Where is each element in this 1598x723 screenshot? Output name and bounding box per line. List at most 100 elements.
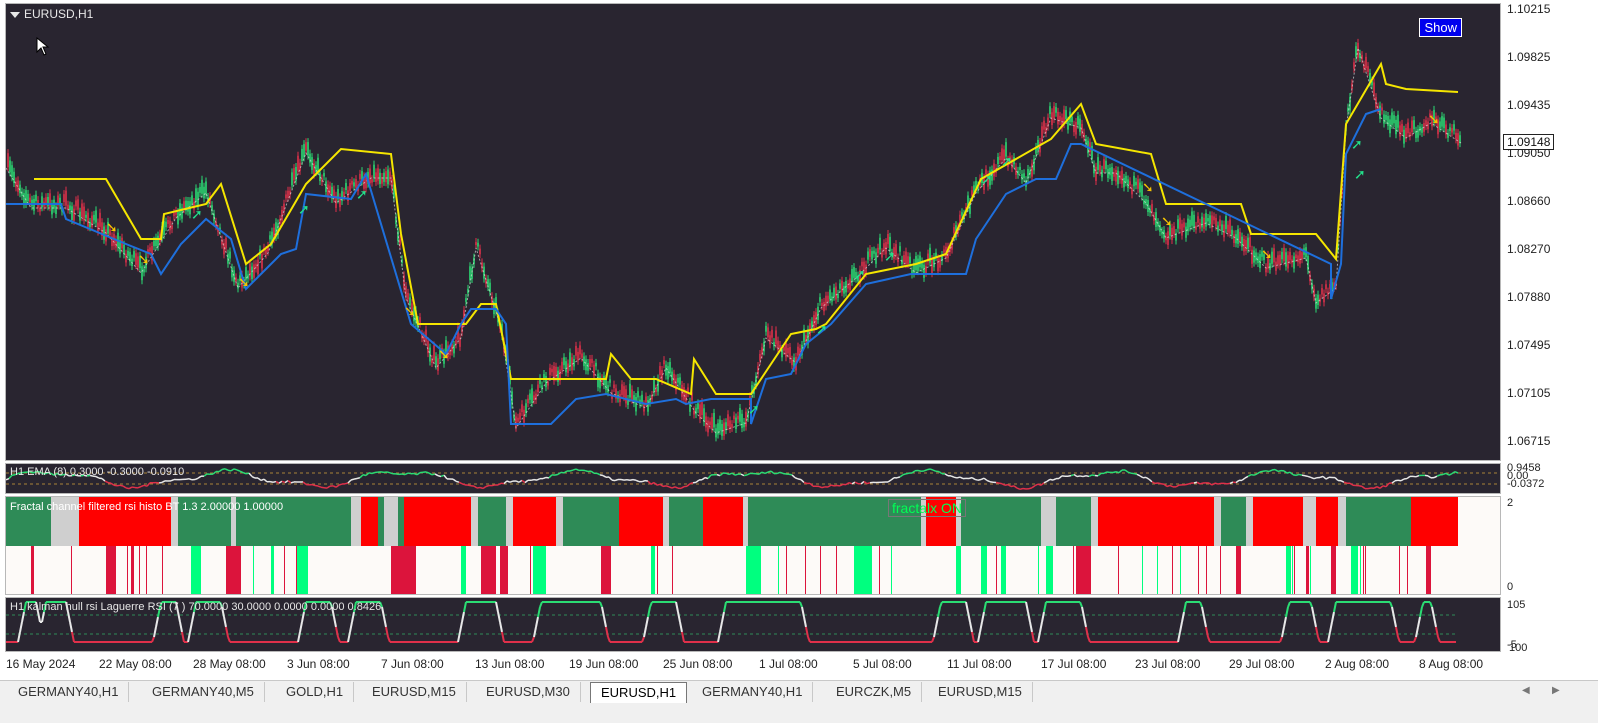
candle-body bbox=[839, 283, 841, 289]
tab-eurusd-h1[interactable]: EURUSD,H1 bbox=[590, 682, 688, 703]
fractal-histo-bar bbox=[743, 497, 748, 546]
ema-segment bbox=[482, 485, 487, 490]
laguerre-segment bbox=[1085, 626, 1089, 638]
candle-body bbox=[461, 323, 463, 333]
symbol-label[interactable]: EURUSD,H1 bbox=[10, 7, 93, 21]
price-label: 1.06715 bbox=[1507, 434, 1551, 448]
tab-germany40-h1-2[interactable]: GERMANY40,H1 bbox=[692, 682, 814, 702]
candle-body bbox=[385, 171, 387, 183]
ema-scale-label: 0.9458 bbox=[1507, 462, 1541, 474]
laguerre-segment bbox=[1333, 601, 1337, 613]
ema-segment bbox=[1385, 482, 1390, 488]
collapse-triangle-icon[interactable] bbox=[10, 11, 20, 18]
scroll-tabs-right-icon[interactable]: ▶ bbox=[1552, 685, 1560, 696]
tab-gold-h1[interactable]: GOLD,H1 bbox=[276, 682, 355, 702]
fractal-signal-bar bbox=[956, 546, 961, 594]
fractal-histo-bar bbox=[231, 497, 236, 546]
candle-body bbox=[1457, 133, 1459, 146]
ema-segment bbox=[281, 480, 286, 484]
ema-segment bbox=[86, 474, 91, 477]
candle-body bbox=[1179, 217, 1181, 230]
price-pane[interactable]: ➚ ➚ ➚ ➚ ➚ ➚ ➚ ➚ ➚ ➚ ➚ ➘ ➘ ➘ ➘ ➘ ➘ ➘ ➘ ➘ EURUSD,H1 Show bbox=[5, 3, 1501, 461]
candle-body bbox=[609, 379, 611, 383]
candle-body bbox=[41, 196, 43, 208]
candle-body bbox=[1049, 106, 1051, 115]
candle-body bbox=[871, 251, 873, 260]
ema-segment bbox=[905, 472, 910, 475]
tab-eurusd-m15[interactable]: EURUSD,M15 bbox=[362, 682, 467, 702]
candle-body bbox=[321, 178, 323, 183]
fractal-scale-label: 0 bbox=[1507, 581, 1514, 593]
candle-body bbox=[1391, 112, 1393, 125]
show-button[interactable]: Show bbox=[1419, 18, 1462, 37]
ema-segment bbox=[1076, 475, 1081, 478]
fractal-signal-tick bbox=[71, 546, 72, 594]
ema-indicator-pane[interactable]: H1 EMA (8) 0.3000 -0.3000 -0.0910 bbox=[5, 463, 1501, 494]
time-label: 29 Jul 08:00 bbox=[1229, 657, 1295, 671]
fractal-signal-tick bbox=[253, 546, 254, 594]
fractal-histo-bar bbox=[748, 497, 921, 546]
candle-body bbox=[419, 317, 421, 324]
ema-segment bbox=[1229, 481, 1234, 485]
ema-segment bbox=[71, 474, 76, 477]
fractalx-status-badge[interactable]: fractalx ON bbox=[888, 499, 967, 517]
price-label: 1.07495 bbox=[1507, 338, 1551, 352]
tab-germany40-h1[interactable]: GERMANY40,H1 bbox=[8, 682, 130, 702]
ema-segment bbox=[929, 468, 934, 471]
tab-eurusd-m30[interactable]: EURUSD,M30 bbox=[476, 682, 581, 702]
laguerre-segment bbox=[65, 601, 69, 613]
candle-body bbox=[1399, 125, 1401, 137]
ema-segment bbox=[386, 471, 391, 474]
candle-body bbox=[453, 345, 455, 354]
ema-segment bbox=[65, 473, 70, 477]
ema-segment bbox=[455, 480, 460, 483]
candle-body bbox=[1237, 229, 1239, 244]
candle-body bbox=[157, 235, 159, 247]
candle-body bbox=[1393, 115, 1395, 124]
candle-body bbox=[141, 266, 143, 281]
candle-body bbox=[1379, 105, 1381, 119]
scroll-tabs-left-icon[interactable]: ◀ bbox=[1522, 685, 1530, 696]
candle-body bbox=[1361, 55, 1363, 60]
candle-body bbox=[929, 247, 931, 263]
candle-body bbox=[347, 190, 349, 202]
candle-body bbox=[375, 172, 377, 182]
laguerre-segment bbox=[1079, 601, 1083, 608]
ema-segment bbox=[143, 484, 148, 487]
candle-body bbox=[91, 215, 93, 227]
time-label: 17 Jul 08:00 bbox=[1041, 657, 1107, 671]
laguerre-segment bbox=[965, 601, 969, 613]
laguerre-segment bbox=[1437, 636, 1441, 643]
ema-segment bbox=[1379, 485, 1384, 489]
candle-body bbox=[913, 262, 915, 274]
fractal-histo-bar bbox=[926, 497, 956, 546]
candle-body bbox=[421, 333, 423, 339]
candle-body bbox=[1411, 120, 1413, 133]
laguerre-rsi-pane[interactable]: H1 kalman hull rsi Laguerre RSI (7 ) 70.… bbox=[5, 597, 1501, 652]
candle-body bbox=[933, 257, 935, 268]
candle-body bbox=[1313, 288, 1315, 298]
ema-segment bbox=[257, 477, 262, 482]
fractal-histo-bar bbox=[1253, 497, 1303, 546]
candle-body bbox=[709, 421, 711, 426]
tab-eurusd-m15-2[interactable]: EURUSD,M15 bbox=[928, 682, 1033, 702]
candle-body bbox=[861, 261, 863, 267]
ema-segment bbox=[1235, 479, 1240, 484]
candle-body bbox=[387, 169, 389, 185]
time-label: 19 Jun 08:00 bbox=[569, 657, 639, 671]
candle-body bbox=[435, 356, 437, 366]
fractal-histo-bar bbox=[1041, 497, 1056, 546]
candle-body bbox=[1127, 179, 1129, 188]
ema-segment bbox=[344, 482, 349, 485]
fractal-histo-pane[interactable]: Fractal channel filtered rsi histo BT 1.… bbox=[5, 496, 1501, 595]
ema-segment bbox=[1427, 475, 1432, 479]
tab-germany40-m5[interactable]: GERMANY40,M5 bbox=[142, 682, 265, 702]
candle-body bbox=[831, 296, 833, 302]
candle-body bbox=[745, 411, 747, 427]
ema-segment bbox=[521, 479, 526, 484]
candle-body bbox=[835, 286, 837, 300]
candle-body bbox=[545, 375, 547, 388]
laguerre-segment bbox=[1311, 606, 1315, 618]
tab-eurczk-m5[interactable]: EURCZK,M5 bbox=[826, 682, 923, 702]
laguerre-segment bbox=[23, 601, 27, 613]
